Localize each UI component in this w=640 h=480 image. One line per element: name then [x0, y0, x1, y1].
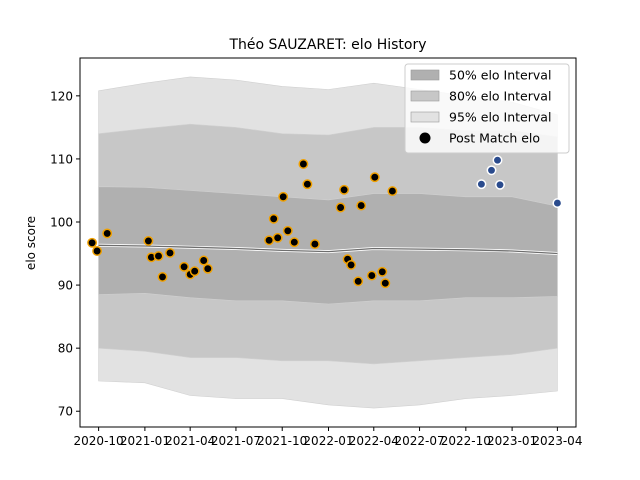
- y-tick-label: 110: [50, 152, 73, 166]
- post-match-point: [377, 266, 388, 277]
- recent-match-point: [486, 165, 497, 176]
- post-match-point: [272, 232, 283, 243]
- interval-bands: [98, 76, 558, 409]
- legend-swatch: [410, 90, 440, 102]
- recent-match-point: [476, 179, 487, 190]
- recent-match-point: [492, 155, 503, 166]
- legend-label: 50% elo Interval: [449, 68, 551, 83]
- x-tick-label: 2022-01: [303, 434, 353, 448]
- post-match-points: [87, 155, 563, 289]
- y-tick-label: 90: [58, 279, 73, 293]
- mean-elo-line: [98, 243, 558, 255]
- post-match-point: [387, 186, 398, 197]
- post-match-point: [346, 259, 357, 270]
- post-match-point: [87, 237, 98, 248]
- post-match-point: [339, 184, 350, 195]
- post-match-point: [198, 255, 209, 266]
- post-match-point: [179, 261, 190, 272]
- post-match-point: [353, 276, 364, 287]
- legend-label: 80% elo Interval: [449, 89, 551, 104]
- x-tick-label: 2020-10: [74, 434, 124, 448]
- legend-swatch: [410, 111, 440, 123]
- y-axis: 70 80 90 100 110 120: [50, 89, 80, 419]
- recent-match-point: [495, 179, 505, 190]
- x-tick-label: 2022-04: [349, 434, 399, 448]
- recent-match-point: [552, 198, 563, 209]
- x-tick-label: 2022-07: [394, 434, 444, 448]
- legend-swatch: [410, 69, 440, 81]
- post-match-point: [369, 172, 380, 183]
- post-match-point: [268, 213, 279, 224]
- legend-box: [404, 63, 570, 154]
- y-tick-label: 100: [50, 216, 73, 230]
- chart-title: Théo SAUZARET: elo History: [228, 37, 426, 53]
- x-tick-label: 2021-04: [165, 434, 215, 448]
- y-tick-label: 120: [50, 89, 73, 103]
- post-match-point: [309, 239, 320, 250]
- plot-frame: [79, 57, 577, 428]
- post-match-point: [380, 278, 391, 289]
- post-match-point: [278, 191, 289, 202]
- x-tick-label: 2023-01: [487, 434, 537, 448]
- post-match-point: [335, 202, 346, 213]
- x-axis: 2020-102021-012021-042021-072021-102022-…: [74, 427, 582, 448]
- band-50-interval: [98, 186, 558, 305]
- post-match-point: [153, 251, 164, 262]
- post-match-point: [366, 270, 377, 281]
- post-match-point: [102, 228, 113, 239]
- legend: 50% elo Interval 80% elo Interval 95% elo …: [404, 63, 570, 154]
- legend-marker: [419, 132, 431, 144]
- post-match-point: [165, 247, 175, 258]
- y-tick-label: 80: [58, 342, 73, 356]
- post-match-point: [302, 179, 313, 190]
- post-match-point: [157, 271, 168, 282]
- mean-line: [98, 244, 558, 255]
- x-tick-label: 2021-10: [257, 434, 307, 448]
- post-match-point: [264, 235, 275, 246]
- post-match-point: [356, 200, 367, 211]
- post-match-point: [143, 235, 154, 246]
- y-axis-label: elo score: [24, 216, 38, 270]
- legend-label: Post Match elo: [449, 131, 540, 146]
- post-match-point: [282, 225, 293, 236]
- legend-label: 95% elo Interval: [449, 110, 551, 125]
- x-tick-label: 2021-07: [211, 434, 261, 448]
- post-match-point: [289, 237, 300, 248]
- post-match-point: [92, 246, 103, 256]
- y-tick-label: 70: [58, 405, 73, 419]
- x-tick-label: 2022-10: [441, 434, 491, 448]
- post-match-point: [202, 263, 213, 274]
- post-match-point: [298, 159, 309, 169]
- x-tick-label: 2021-01: [120, 434, 170, 448]
- post-match-point: [189, 266, 200, 277]
- x-tick-label: 2023-04: [532, 434, 582, 448]
